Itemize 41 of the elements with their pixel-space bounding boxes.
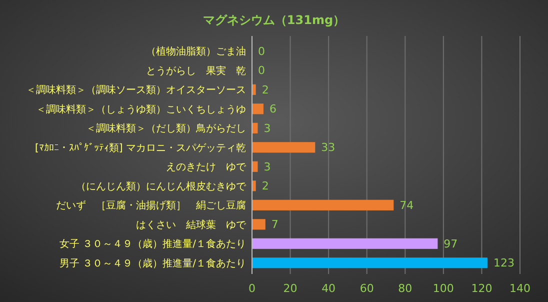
data-label: 97 [444, 237, 458, 250]
data-label: 0 [258, 44, 265, 58]
y-tick-label: 女子 ３０～４９（歳）推進量/１食あたり [59, 238, 246, 250]
bar [252, 104, 264, 114]
bar [252, 219, 266, 230]
bar [252, 142, 316, 153]
bar [252, 180, 256, 192]
y-tick-label: （にんじん類）にんじん根皮むきゆで [76, 180, 247, 192]
chart-title: マグネシウム（131mg） [202, 13, 346, 27]
x-tick-label: 60 [360, 282, 374, 295]
data-label: 7 [271, 218, 278, 232]
x-tick-label: 40 [322, 282, 336, 295]
y-tick-label: だいず ［豆腐・油揚げ類］ 絹ごし豆腐 [56, 200, 246, 212]
data-label: 2 [262, 180, 269, 193]
bar [252, 258, 488, 268]
x-tick-label: 140 [510, 282, 530, 295]
y-tick-label: 男子 ３０～４９（歳）推進量/１食あたり [59, 257, 246, 270]
data-label: 123 [493, 256, 514, 270]
y-tick-label: ＜調味料類＞（調味ソース類）オイスターソース [26, 84, 246, 96]
y-tick-label: ＜調味料類＞（しょうゆ類）こいくちしょうゆ [36, 103, 246, 116]
y-tick-label: （植物油脂類）ごま油 [146, 46, 246, 58]
x-tick-label: 0 [248, 282, 256, 295]
y-tick-label: [ﾏｶﾛﾆ・ｽﾊﾟｹﾞｯﾃｨ類] マカロニ・スパゲッティ乾 [35, 142, 246, 154]
x-tick-label: 20 [283, 282, 298, 295]
data-label: 0 [258, 64, 265, 78]
y-tick-label: ＜調味料類＞（だし類）鳥がらだし [86, 122, 246, 135]
data-label: 3 [264, 160, 271, 174]
bar [252, 84, 256, 95]
y-tick-label: はくさい 結球葉 ゆで [136, 218, 247, 231]
x-tick-label: 120 [471, 282, 492, 295]
data-label: 74 [400, 198, 414, 212]
data-label: 2 [262, 83, 269, 96]
bar [252, 200, 394, 210]
data-label: 6 [269, 102, 276, 116]
data-label: 33 [321, 141, 336, 154]
data-label: 3 [264, 122, 271, 135]
bar [252, 238, 438, 249]
x-tick-label: 100 [432, 282, 454, 295]
y-tick-label: とうがらし 果実 乾 [146, 64, 246, 77]
y-tick-label: えのきたけ ゆで [166, 162, 247, 174]
x-tick-label: 80 [398, 282, 412, 295]
